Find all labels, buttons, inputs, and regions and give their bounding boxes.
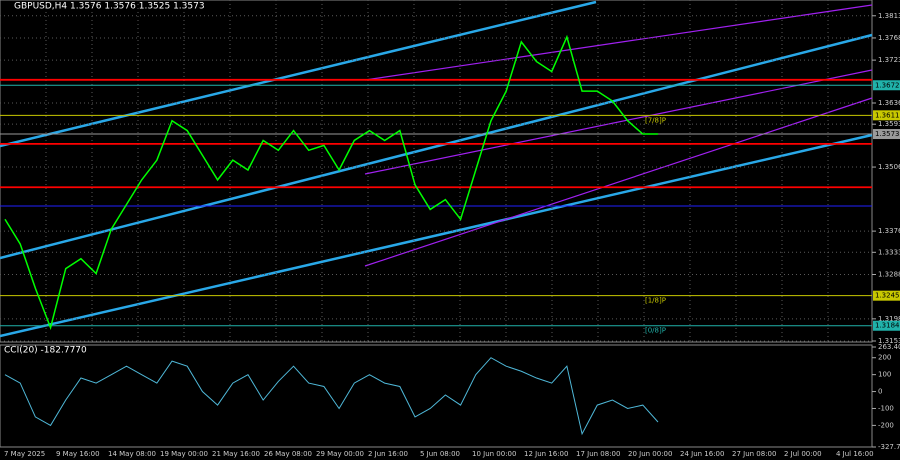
trend-channels: [0, 0, 873, 338]
cci-line: [4, 357, 659, 436]
y-tick-label: 1.3723: [878, 56, 900, 64]
level-label-box: [873, 80, 900, 91]
x-tick-label: 20 Jun 00:00: [628, 450, 672, 458]
y-tick-label: 100: [878, 371, 891, 379]
level-tag: [1/8]P: [645, 297, 666, 305]
level-label-box: [873, 110, 900, 121]
cci-pane: [0, 344, 873, 448]
x-tick-label: 7 May 2025: [4, 450, 45, 458]
level-tag: [0/8]P: [645, 327, 666, 335]
level-label: 1.3184: [875, 322, 900, 330]
x-tick-label: 5 Jun 08:00: [420, 450, 460, 458]
y-tick-label: 1.3288: [878, 270, 900, 278]
y-tick-label: 1.3506: [878, 163, 900, 171]
y-tick-label: 1.3376: [878, 227, 900, 235]
price-pane: [0, 0, 873, 343]
y-tick-label: 1.3636: [878, 99, 900, 107]
level-label: 1.3672: [875, 81, 900, 89]
level-label: 1.3573: [875, 130, 900, 138]
x-tick-label: 24 Jun 16:00: [680, 450, 724, 458]
y-tick-label: 200: [878, 354, 891, 362]
x-tick-label: 14 May 08:00: [108, 450, 156, 458]
x-tick-label: 17 Jun 08:00: [576, 450, 620, 458]
x-tick-label: 10 Jun 00:00: [472, 450, 516, 458]
x-tick-label: 29 May 00:00: [316, 450, 364, 458]
price-line: [4, 34, 658, 331]
y-tick-label: 1.3198: [878, 315, 900, 323]
price-header: GBPUSD,H4 1.3576 1.3576 1.3525 1.3573: [14, 2, 205, 12]
y-tick-label: 0: [878, 388, 882, 396]
y-tick-label: -100: [878, 404, 894, 412]
x-tick-label: 9 May 16:00: [56, 450, 100, 458]
level-label-box: [873, 320, 900, 331]
level-label: 1.3611: [875, 111, 900, 119]
level-label-box: [873, 129, 900, 140]
y-tick-label: 1.3593: [878, 120, 900, 128]
y-tick-label: 1.3153: [878, 337, 900, 345]
cci-header: CCI(20) -182.7770: [4, 346, 87, 356]
y-tick-label: 1.3333: [878, 248, 900, 256]
level-tag: [7/8]P: [645, 116, 666, 124]
y-tick-label: 1.3813: [878, 12, 900, 20]
x-tick-label: 4 Jul 16:00: [836, 450, 874, 458]
x-tick-label: 2 Jul 00:00: [784, 450, 822, 458]
level-label-box: [873, 290, 900, 301]
y-tick-label: 1.3768: [878, 34, 900, 42]
y-tick-label: -200: [878, 421, 894, 429]
level-label: 1.3245: [875, 292, 900, 300]
x-tick-label: 12 Jun 16:00: [524, 450, 568, 458]
x-tick-label: 21 May 16:00: [212, 450, 260, 458]
x-tick-label: 19 May 00:00: [160, 450, 208, 458]
y-tick-label: -327.719: [878, 443, 900, 451]
x-tick-label: 2 Jun 16:00: [368, 450, 408, 458]
x-tick-label: 26 May 08:00: [264, 450, 312, 458]
y-tick-label: 263.4065: [878, 343, 900, 351]
x-tick-label: 27 Jun 08:00: [732, 450, 776, 458]
